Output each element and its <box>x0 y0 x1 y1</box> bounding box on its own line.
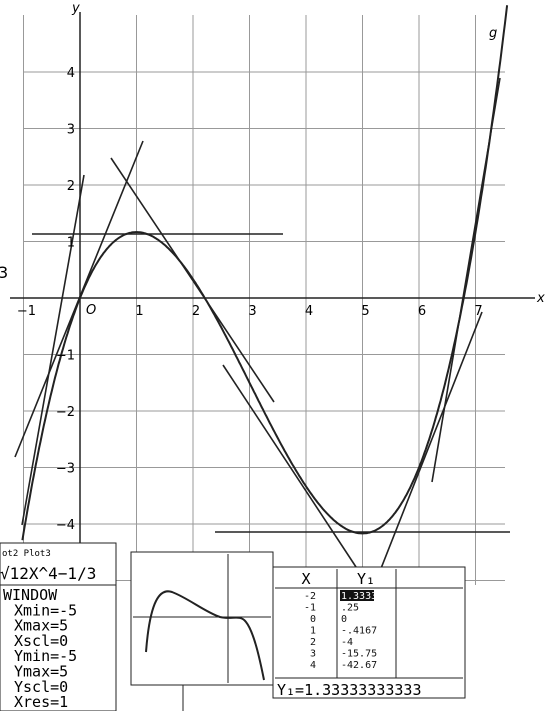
table-cell: -.4167 <box>341 626 377 637</box>
figure: x y g O 3 −112345674321−1−2−3−4 ot2 Plot… <box>0 0 551 711</box>
table-header: X <box>301 570 310 588</box>
y-tick-label: −4 <box>56 518 75 533</box>
x-tick-label: 1 <box>135 304 143 319</box>
y-tick-label: 4 <box>67 66 75 81</box>
table-cell: .25 <box>341 603 359 614</box>
table-cell: 0 <box>310 614 316 625</box>
window-line: Xres=1 <box>14 693 68 711</box>
x-tick-label: 6 <box>418 304 426 319</box>
table-entry: Y₁=1.33333333333 <box>277 681 422 699</box>
y-editor-line: ot2 Plot3 <box>2 549 51 559</box>
y-axis-label: y <box>71 1 80 16</box>
table-cell: 0 <box>341 614 347 625</box>
window-lines: WINDOWXmin=-5Xmax=5Xscl=0Ymin=-5Ymax=5Ys… <box>3 586 77 711</box>
edge-label: 3 <box>0 263 8 282</box>
tangents <box>15 78 510 576</box>
table-cell: -4 <box>341 637 353 648</box>
graph-screen <box>131 552 273 685</box>
table-cell: 1 <box>310 626 316 637</box>
table-cell: -42.67 <box>341 660 377 671</box>
x-axis-label: x <box>536 291 545 306</box>
x-tick-label: 5 <box>361 304 369 319</box>
table-cell: -1 <box>304 603 316 614</box>
x-tick-label: 7 <box>474 304 482 319</box>
y-tick-label: −1 <box>56 349 75 364</box>
y-tick-label: 3 <box>67 123 75 138</box>
x-tick-label: 4 <box>305 304 313 319</box>
table-cell: 1.3333 <box>341 591 377 602</box>
calculator: ot2 Plot3 √12X^4−1/3 WINDOWXmin=-5Xmax=5… <box>0 543 465 711</box>
grid <box>24 15 506 585</box>
y-editor-line: √12X^4−1/3 <box>0 564 96 583</box>
table-cell: 3 <box>310 649 316 660</box>
curve-g <box>22 5 507 540</box>
y-tick-label: 2 <box>67 179 75 194</box>
table-header: Y₁ <box>357 570 375 588</box>
y-tick-label: 1 <box>67 236 75 251</box>
table-cell: -15.75 <box>341 649 377 660</box>
curve-label: g <box>489 26 497 41</box>
tangent-line <box>378 312 482 576</box>
y-tick-label: −2 <box>56 405 75 420</box>
x-tick-label: −1 <box>17 304 36 319</box>
origin-label: O <box>86 303 96 318</box>
table-cell: 4 <box>310 660 316 671</box>
y-tick-label: −3 <box>56 462 75 477</box>
table-cell: 2 <box>310 637 316 648</box>
table-cell: -2 <box>304 591 316 602</box>
x-tick-label: 2 <box>192 304 200 319</box>
x-tick-label: 3 <box>248 304 256 319</box>
